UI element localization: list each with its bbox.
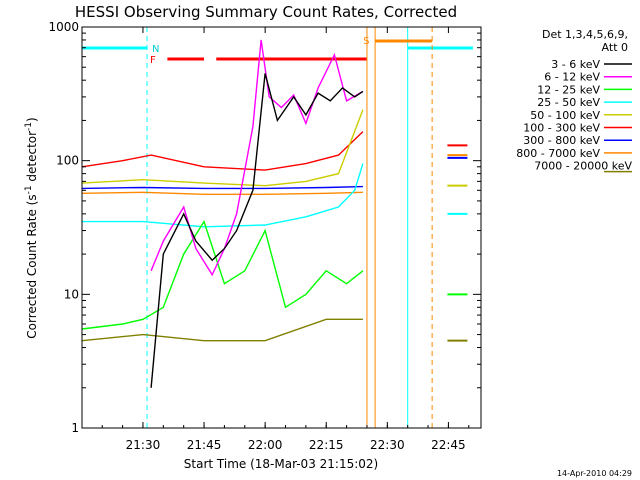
series-line-6-12-kev	[150, 39, 364, 277]
legend-label-25-50-kev: 25 - 50 keV	[537, 96, 600, 109]
y-tick-label: 10	[64, 287, 79, 301]
legend-label-300-800-kev: 300 - 800 keV	[523, 134, 600, 147]
series-line-7000-20000-kev	[81, 318, 363, 342]
series-line-12-25-kev	[81, 219, 364, 330]
y-tick-label: 100	[56, 154, 79, 168]
x-tick-label: 21:30	[126, 438, 161, 452]
flare-flag-label: F	[150, 55, 156, 66]
series-line-25-50-kev	[81, 163, 364, 228]
series-line-100-300-kev	[81, 131, 364, 171]
night-flag-label: N	[152, 44, 159, 55]
legend-label-7000-20000-kev: 7000 - 20000 keV	[534, 160, 632, 173]
series-line-300-800-kev	[81, 185, 363, 190]
series-line-800-7000-kev	[81, 191, 363, 196]
series-line-50-100-kev	[81, 109, 364, 187]
x-tick-label: 22:30	[370, 438, 405, 452]
y-axis-label: Corrected Count Rate (s-1 detector-1)	[24, 117, 39, 338]
legend-label-100-300-kev: 100 - 300 keV	[523, 122, 600, 135]
chart-title: HESSI Observing Summary Count Rates, Cor…	[75, 3, 457, 21]
x-tick-label: 22:15	[309, 438, 344, 452]
series-line-3-6-kev	[150, 73, 364, 388]
legend-label-12-25-kev: 12 - 25 keV	[537, 83, 600, 96]
legend-label-3-6-kev: 3 - 6 keV	[551, 58, 600, 71]
plot-frame	[81, 26, 482, 429]
x-tick-label: 21:45	[187, 438, 222, 452]
footer-timestamp: 14-Apr-2010 04:29	[557, 469, 632, 478]
y-tick-label: 1	[71, 421, 79, 435]
x-tick-label: 22:00	[248, 438, 283, 452]
x-tick-label: 22:45	[431, 438, 466, 452]
legend-header-att: Att 0	[602, 41, 628, 54]
y-tick-label: 1000	[48, 20, 79, 34]
legend-header: Det 1,3,4,5,6,9,	[542, 28, 628, 41]
saa-flag-label: S	[363, 36, 369, 47]
legend-label-800-7000-kev: 800 - 7000 keV	[516, 147, 600, 160]
x-axis-label: Start Time (18-Mar-03 21:15:02)	[184, 457, 378, 471]
legend-label-50-100-kev: 50 - 100 keV	[530, 109, 600, 122]
legend-label-6-12-kev: 6 - 12 keV	[544, 71, 600, 84]
